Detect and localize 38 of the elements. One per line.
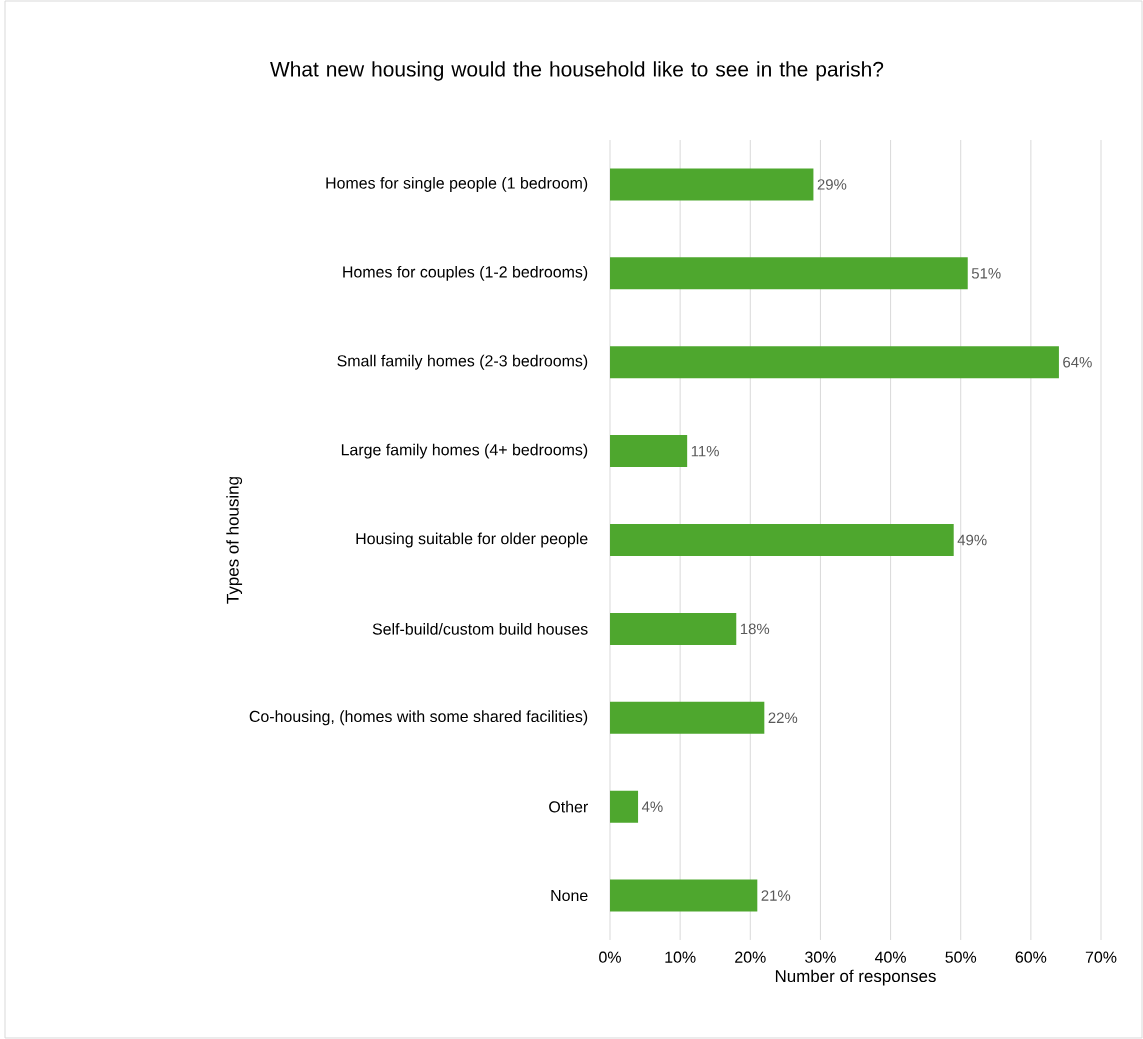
y-tick-label: None	[551, 889, 588, 902]
x-tick-label: 40%	[874, 951, 906, 963]
y-tick-label: Small family homes (2-3 bedrooms)	[337, 354, 588, 370]
y-tick-label: Self-build/custom build houses	[372, 623, 588, 635]
y-tick-label: Other	[549, 800, 588, 813]
data-label: 18%	[740, 623, 770, 635]
bar	[610, 790, 639, 823]
data-label: 29%	[817, 179, 847, 190]
data-label: 49%	[957, 534, 987, 546]
x-tick-label: 60%	[1015, 951, 1047, 963]
bar	[610, 257, 968, 290]
data-label: 4%	[641, 801, 663, 812]
data-label: 11%	[691, 445, 719, 457]
bar	[610, 612, 737, 645]
y-tick-label: Homes for couples (1-2 bedrooms)	[343, 265, 588, 281]
y-axis-title: Types of housing	[226, 477, 243, 604]
bar	[610, 435, 688, 468]
bar	[610, 701, 765, 734]
x-tick-label: 50%	[945, 951, 977, 963]
x-tick-label: 20%	[735, 951, 766, 963]
y-tick-label: Large family homes (4+ bedrooms)	[341, 443, 588, 459]
x-tick-label: 0%	[599, 951, 621, 963]
data-label: 21%	[761, 890, 791, 901]
data-label: 22%	[768, 712, 798, 724]
y-tick-label: Housing suitable for older people	[356, 532, 588, 548]
chart-title: What new housing would the household like to see in the parish?	[270, 61, 884, 81]
bar	[610, 346, 1059, 379]
data-label: 51%	[971, 268, 1001, 279]
x-tick-label: 70%	[1085, 951, 1117, 963]
bar	[610, 168, 814, 201]
x-tick-label: 30%	[805, 951, 836, 963]
x-axis-title: Number of responses	[775, 969, 936, 986]
bar	[610, 879, 758, 912]
y-tick-label: Co-housing, (homes with some shared facilities)	[249, 710, 588, 726]
bar	[610, 524, 954, 556]
data-label: 64%	[1063, 356, 1092, 368]
x-tick-label: 10%	[665, 951, 696, 963]
y-tick-label: Homes for single people (1 bedroom)	[326, 177, 588, 192]
